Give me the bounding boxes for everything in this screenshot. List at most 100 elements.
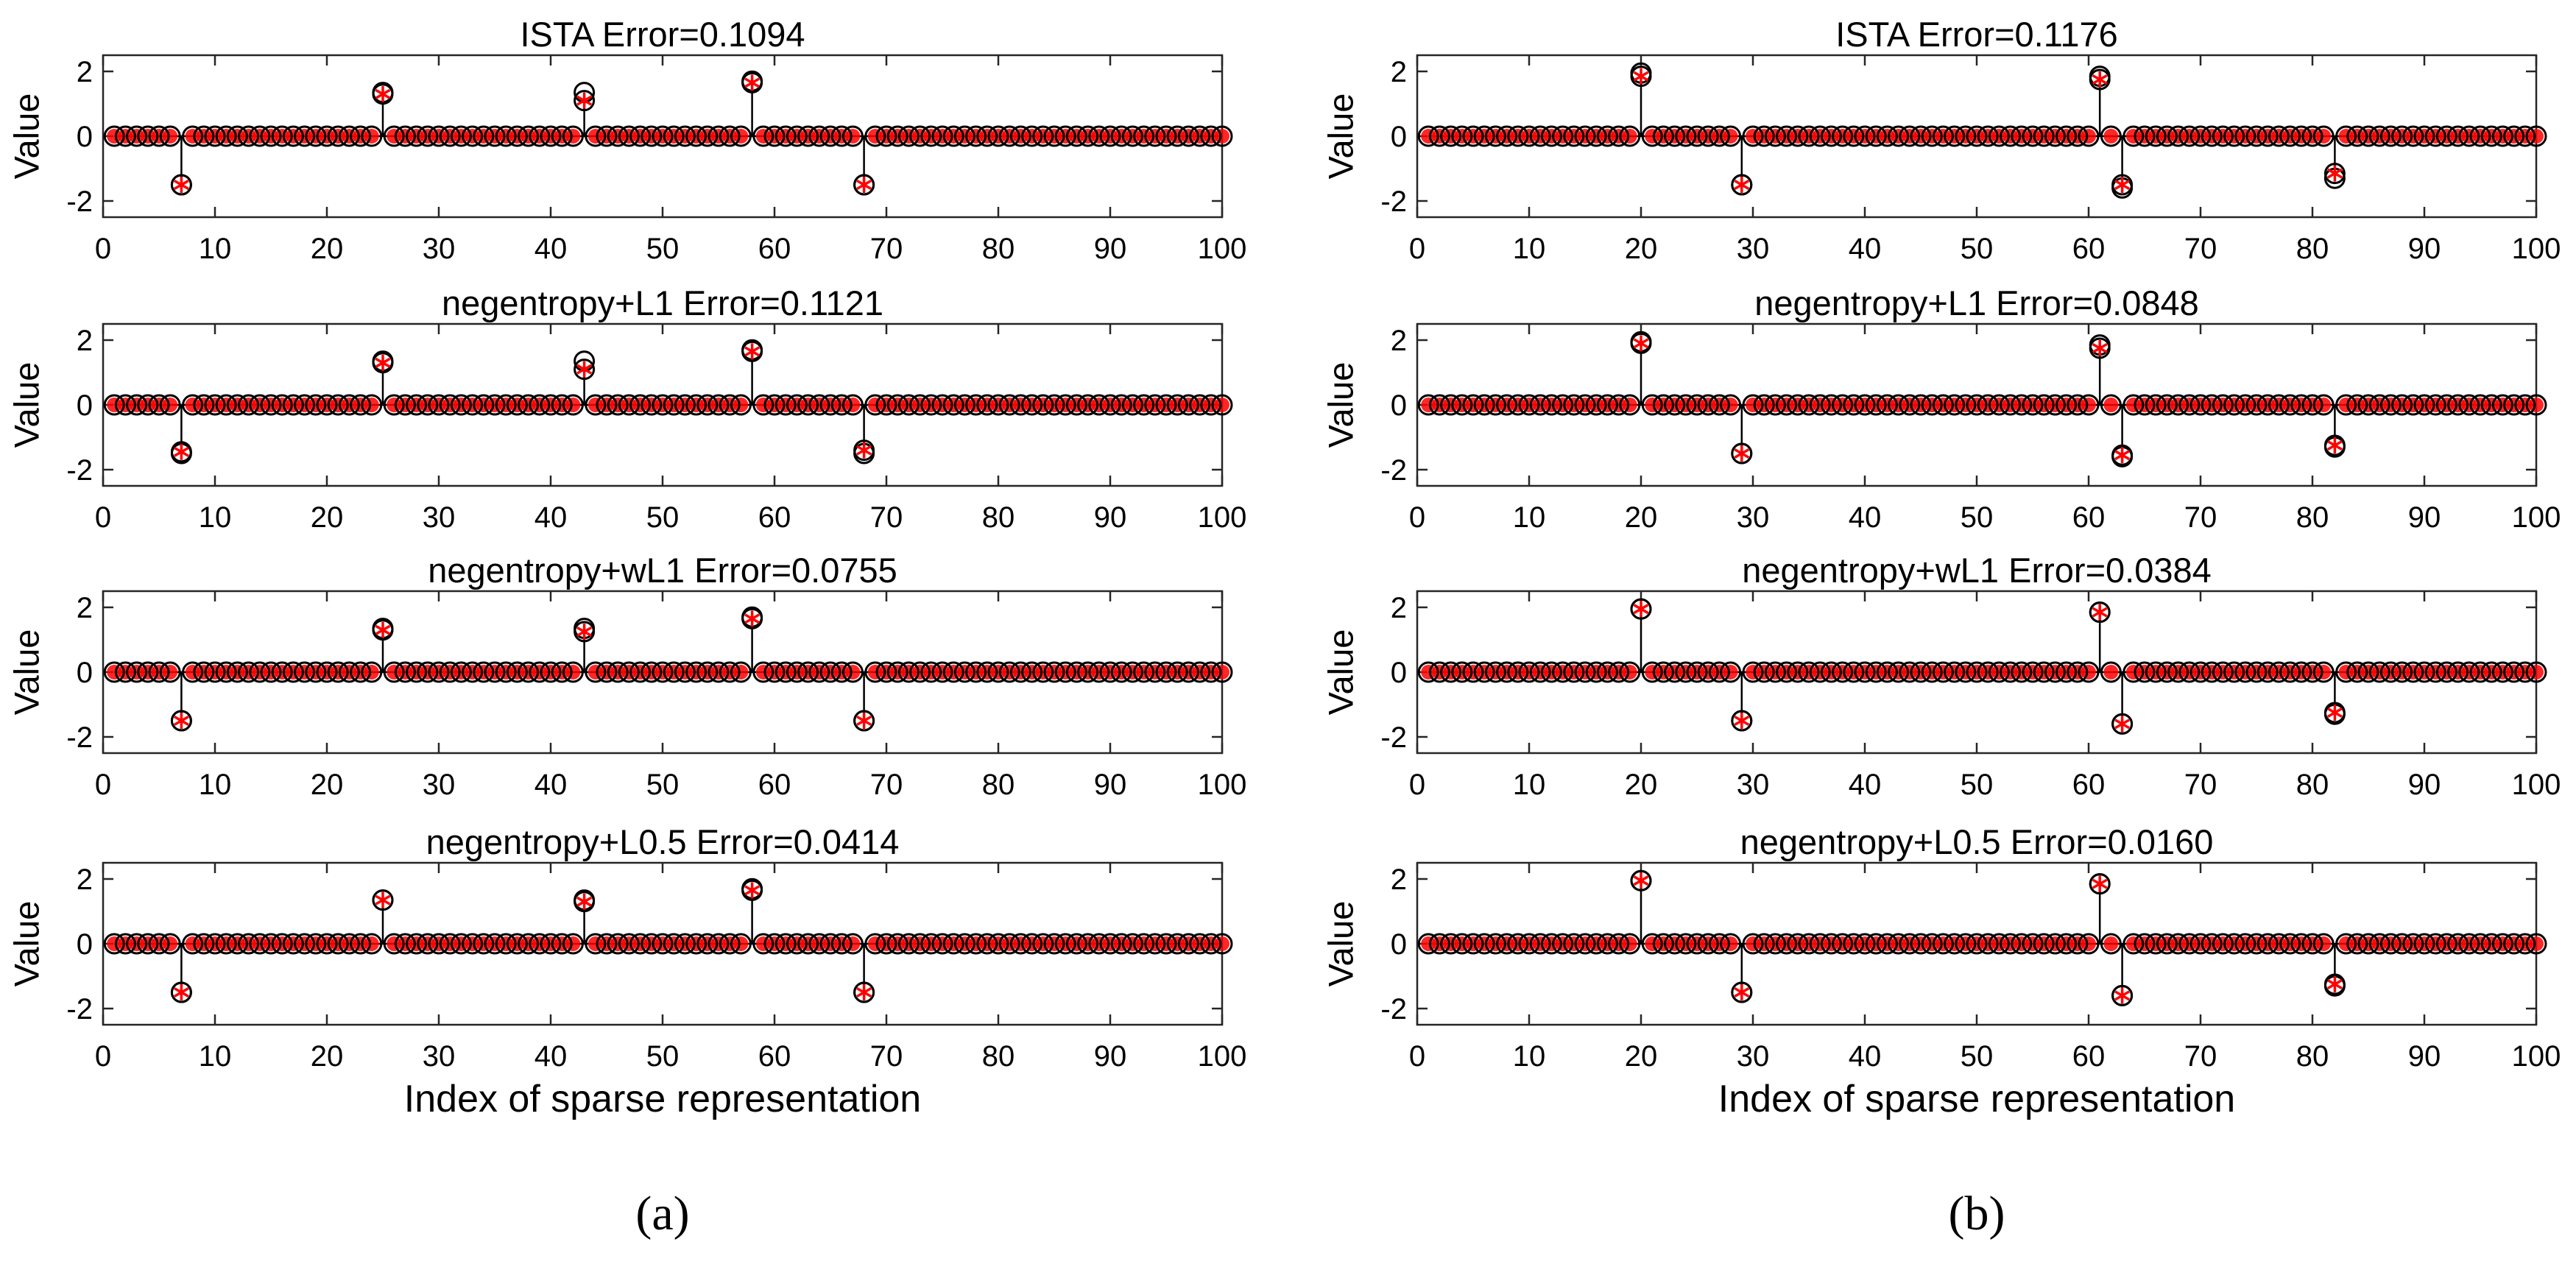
- x-tick-label: 50: [1961, 769, 1994, 801]
- recovered-point: [2405, 129, 2421, 144]
- recovered-point: [800, 936, 816, 951]
- recovered-point: [1080, 129, 1095, 144]
- recovered-point: [1980, 398, 1996, 412]
- original-point: [193, 661, 215, 683]
- recovered-point: [2305, 129, 2320, 144]
- recovered-point: [2204, 129, 2220, 144]
- y-axis-label: Value: [7, 629, 46, 716]
- recovered-point: [1589, 129, 1604, 144]
- original-point: [897, 933, 920, 955]
- original-point: [1417, 933, 1439, 955]
- recovered-point: [208, 398, 222, 412]
- recovered-point: [1454, 398, 1469, 412]
- recovered-point: [1935, 665, 1951, 679]
- original-point: [540, 661, 562, 683]
- asterisk-stroke: [1734, 448, 1750, 459]
- x-tick-label: 30: [1737, 769, 1770, 801]
- original-point: [730, 394, 752, 416]
- recovered-point: [845, 936, 861, 951]
- original-point: [450, 661, 472, 683]
- original-point: [2212, 394, 2234, 416]
- asterisk-stroke: [576, 896, 593, 907]
- original-point: [1742, 933, 1764, 955]
- recovered-point: [107, 398, 122, 412]
- asterisk-stroke: [856, 986, 872, 998]
- recovered-point: [129, 398, 144, 412]
- recovered-point: [1656, 398, 1671, 412]
- original-point: [1944, 661, 1966, 683]
- original-point: [1843, 125, 1865, 147]
- original-point: [1021, 933, 1043, 955]
- original-point: [1932, 394, 1954, 416]
- recovered-point: [789, 936, 805, 951]
- recovered-point: [264, 398, 278, 412]
- original-point: [473, 394, 495, 416]
- recovered-point: [1477, 665, 1492, 679]
- x-tick-label: 100: [1198, 769, 1247, 801]
- recovered-point: [2089, 337, 2111, 359]
- original-point: [1200, 394, 1222, 416]
- original-point: [2145, 125, 2167, 147]
- recovered-point: [677, 398, 693, 412]
- original-point: [652, 661, 674, 683]
- recovered-point: [2181, 398, 2197, 412]
- original-point: [696, 125, 719, 147]
- original-point: [1110, 125, 1132, 147]
- original-point: [361, 125, 383, 147]
- recovered-point: [2081, 936, 2096, 951]
- original-point: [2391, 125, 2413, 147]
- original-point-ring: [1630, 66, 1652, 88]
- recovered-point: [442, 129, 458, 144]
- original-point: [1496, 661, 1518, 683]
- original-point: [1585, 661, 1607, 683]
- original-point: [1440, 394, 1462, 416]
- original-point: [484, 125, 506, 147]
- recovered-point: [2417, 936, 2432, 951]
- recovered-point: [741, 71, 763, 93]
- recovered-point: [587, 398, 603, 412]
- original-point: [2268, 661, 2290, 683]
- original-point: [462, 933, 484, 955]
- original-point: [473, 125, 495, 147]
- recovered-point: [2226, 936, 2242, 951]
- recovered-point: [923, 665, 939, 679]
- recovered-point: [2517, 665, 2533, 679]
- recovered-point: [2237, 129, 2253, 144]
- original-point: [1720, 394, 1742, 416]
- recovered-point: [867, 129, 883, 144]
- original-point: [327, 933, 349, 955]
- original-point: [1899, 125, 1921, 147]
- original-point: [1888, 933, 1910, 955]
- recovered-point: [1215, 129, 1229, 144]
- recovered-point: [107, 936, 122, 951]
- original-point: [406, 933, 428, 955]
- original-point: [1843, 933, 1865, 955]
- recovered-point: [2323, 973, 2346, 995]
- original-point-ring: [170, 981, 192, 1003]
- original-point: [585, 661, 607, 683]
- original-point: [1697, 125, 1719, 147]
- original-point: [2256, 125, 2279, 147]
- recovered-point: [264, 129, 278, 144]
- original-point: [730, 933, 752, 955]
- recovered-point: [2473, 398, 2488, 412]
- recovered-point: [755, 665, 771, 679]
- recovered-point: [1969, 129, 1984, 144]
- recovered-point: [879, 936, 894, 951]
- original-point: [1798, 394, 1820, 416]
- original-point: [1484, 933, 1506, 955]
- x-tick-label: 30: [1737, 501, 1770, 534]
- original-point: [350, 661, 372, 683]
- recovered-point: [1215, 398, 1229, 412]
- recovered-point: [1125, 936, 1140, 951]
- recovered-point: [2506, 398, 2522, 412]
- original-point: [484, 661, 506, 683]
- recovered-point: [2305, 665, 2320, 679]
- original-point-ring: [2111, 444, 2134, 466]
- original-point: [2503, 933, 2525, 955]
- recovered-point: [778, 129, 794, 144]
- original-point: [2078, 933, 2100, 955]
- original-point: [719, 933, 741, 955]
- recovered-point: [2215, 665, 2231, 679]
